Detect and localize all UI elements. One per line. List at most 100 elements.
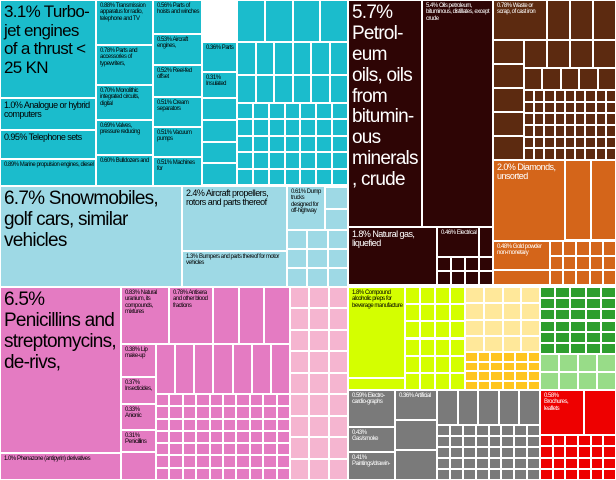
treemap-cell <box>196 394 210 407</box>
treemap-cell <box>524 148 535 160</box>
treemap-cell-metals: 0.78% Waste or scrap, of cast iron <box>493 0 547 40</box>
treemap-cell <box>268 135 285 153</box>
treemap-cell <box>268 103 285 120</box>
treemap-cell-machinery: 1.0% Analogue or hybrid computers <box>0 98 96 130</box>
treemap-cell <box>457 390 479 425</box>
treemap-cell <box>501 458 515 469</box>
treemap-cell <box>590 457 604 469</box>
cell-label: 0.78% Parts and accessories of typewrite… <box>100 48 138 67</box>
treemap-cell-transport: 6.7% Snowmobiles, golf cars, similar veh… <box>0 186 182 287</box>
treemap-cell <box>328 458 348 480</box>
treemap-cell <box>502 380 515 390</box>
treemap-cell <box>309 351 329 373</box>
treemap-cell <box>488 458 502 469</box>
treemap-cell <box>542 68 561 90</box>
treemap-cell <box>327 230 348 249</box>
treemap-cell <box>527 425 540 436</box>
treemap-cell <box>437 458 450 469</box>
treemap-cell <box>479 227 493 257</box>
cell-label: 0.78% Antisera and other blood fractions <box>173 290 208 309</box>
treemap-cell <box>575 148 586 160</box>
treemap-cell <box>287 268 308 287</box>
treemap-cell <box>238 287 265 344</box>
treemap-cell <box>263 430 277 444</box>
treemap-cell <box>521 335 540 352</box>
treemap-cell <box>252 168 269 185</box>
treemap-cell <box>169 418 183 431</box>
treemap-cell <box>475 425 489 436</box>
cell-label: 0.51% Vacuum pumps <box>157 130 192 143</box>
treemap-cell <box>527 436 540 447</box>
treemap-cell <box>249 418 264 431</box>
treemap-cell <box>493 270 550 285</box>
treemap-cell <box>209 443 223 456</box>
treemap-cell <box>544 125 555 137</box>
treemap-cell <box>223 455 237 468</box>
treemap-cell <box>249 430 264 444</box>
treemap-cell <box>515 352 528 362</box>
treemap-cell <box>584 390 616 435</box>
treemap-cell <box>524 136 535 149</box>
treemap-cell <box>202 119 237 142</box>
treemap-cell <box>540 320 556 332</box>
treemap-cell <box>552 457 566 469</box>
treemap-cell <box>493 40 524 64</box>
treemap-cell <box>527 361 540 371</box>
treemap-cell <box>585 320 601 332</box>
treemap-cell <box>564 101 576 114</box>
treemap-cell <box>605 136 616 149</box>
treemap-cell <box>544 90 555 102</box>
treemap-cell <box>290 415 310 438</box>
cell-label: 1.0% Analogue or hybrid computers <box>4 100 90 120</box>
treemap-cell <box>547 40 570 68</box>
treemap-cell <box>263 443 277 456</box>
treemap-cell <box>570 298 586 310</box>
treemap-cell <box>292 0 321 42</box>
treemap-cell <box>578 457 591 469</box>
treemap-cell <box>570 287 586 299</box>
treemap-cell <box>502 319 522 336</box>
treemap-cell <box>249 394 264 407</box>
cell-label: 0.53% Aircraft engines, <box>157 37 188 50</box>
treemap-cell <box>420 304 435 322</box>
treemap-cell <box>121 452 156 480</box>
treemap-cell <box>268 119 285 136</box>
treemap-cell <box>477 371 490 381</box>
treemap-cell <box>249 443 264 456</box>
treemap-cell <box>465 335 484 352</box>
treemap-cell <box>252 152 269 169</box>
treemap-cell <box>501 436 515 447</box>
treemap-cell <box>263 394 277 407</box>
treemap-cell <box>316 152 333 169</box>
treemap-cell <box>490 380 503 390</box>
treemap-cell-transport: 2.4% Aircraft propellers, rotors and par… <box>182 186 287 251</box>
treemap-cell <box>554 101 565 114</box>
treemap-cell <box>327 249 348 268</box>
treemap-cell <box>300 119 317 136</box>
treemap-cell-machinery: 0.89% Marine propulsion engines, diesel <box>0 159 96 186</box>
cell-label: 0.60% Bulldozers and <box>100 158 149 164</box>
treemap-cell <box>540 331 556 343</box>
treemap-cell <box>570 342 586 354</box>
treemap-cell <box>202 163 237 185</box>
treemap-cell <box>307 230 328 249</box>
treemap-cell <box>311 75 330 103</box>
treemap-cell <box>223 394 237 407</box>
treemap-cell <box>156 455 170 468</box>
cell-label: 0.36% Artificial <box>399 393 431 399</box>
treemap-cell-instruments: 0.43% Gas/smoke <box>348 427 395 452</box>
treemap-cell <box>600 298 616 310</box>
treemap-cell <box>420 338 435 356</box>
treemap-cell <box>564 136 576 149</box>
cell-label: 0.89% Marine propulsion engines, diesel <box>4 162 94 168</box>
treemap-cell <box>175 344 195 394</box>
treemap-cell <box>465 303 484 320</box>
cell-label: 0.59% Electro-cardio-graphs <box>352 393 385 406</box>
treemap-cell-transport: 0.61% Dump trucks designed for off-highw… <box>287 186 325 230</box>
treemap-cell <box>287 249 308 268</box>
treemap-cell <box>465 361 478 371</box>
treemap-cell <box>182 443 197 456</box>
treemap-cell <box>332 103 348 120</box>
treemap-cell <box>263 406 277 419</box>
treemap-cell <box>595 113 606 125</box>
